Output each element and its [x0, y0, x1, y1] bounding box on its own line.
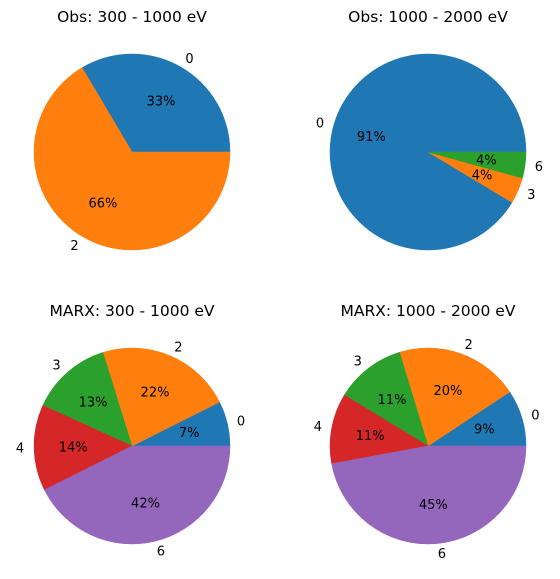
slice-percent-label: 7% — [179, 426, 200, 441]
pie-panel-marx-1000-2000: MARX: 1000 - 2000 eV 0 9% 2 20% 3 11% 4 11% 6 45% — [314, 302, 540, 562]
slice-label: 0 — [316, 117, 324, 132]
slice-label: 0 — [237, 415, 245, 430]
pie-slice-2 — [399, 347, 511, 447]
slice-percent-label: 22% — [141, 385, 170, 400]
slice-percent-label: 20% — [433, 384, 462, 399]
slice-label: 0 — [531, 409, 539, 424]
slice-label: 2 — [465, 338, 473, 353]
pie-slice-0 — [81, 53, 231, 153]
pie-slice-6 — [427, 151, 527, 179]
pie-slice-6 — [44, 445, 231, 545]
pie-slice-3 — [42, 352, 133, 447]
pie-slice-4 — [33, 405, 133, 491]
pie-slice-4 — [329, 394, 429, 465]
slice-percent-label: 11% — [356, 429, 385, 444]
chart-title: MARX: 1000 - 2000 eV — [341, 302, 516, 320]
slice-percent-label: 91% — [357, 130, 386, 145]
pie-slices: 0 91% 3 4% 6 4% — [316, 53, 543, 251]
slice-percent-label: 11% — [378, 393, 407, 408]
slice-label: 2 — [70, 239, 78, 254]
slice-percent-label: 14% — [59, 441, 88, 456]
pie-slice-3 — [343, 351, 429, 447]
slice-label: 2 — [174, 340, 182, 355]
pie-panel-obs-300-1000: Obs: 300 - 1000 eV 0 33% 2 66% — [33, 8, 231, 254]
slice-label: 4 — [16, 442, 24, 457]
slice-label: 3 — [354, 354, 362, 369]
pie-slices: 0 9% 2 20% 3 11% 4 11% 6 45% — [314, 338, 540, 562]
slice-percent-label: 4% — [472, 169, 493, 184]
slice-percent-label: 4% — [476, 153, 497, 168]
pie-slices: 0 7% 2 22% 3 13% 4 14% 6 42% — [16, 340, 245, 559]
pie-slices: 0 33% 2 66% — [33, 52, 231, 254]
slice-percent-label: 33% — [147, 94, 176, 109]
slice-label: 0 — [185, 52, 193, 67]
chart-title: MARX: 300 - 1000 eV — [49, 302, 214, 320]
pie-slice-2 — [102, 347, 220, 447]
slice-label: 4 — [314, 420, 322, 435]
slice-label: 3 — [527, 188, 535, 203]
slice-percent-label: 66% — [88, 197, 117, 212]
slice-label: 6 — [535, 160, 543, 175]
slice-percent-label: 45% — [419, 498, 448, 513]
slice-percent-label: 13% — [79, 395, 108, 410]
slice-label: 3 — [52, 359, 60, 374]
pie-slice-6 — [331, 445, 527, 545]
chart-title: Obs: 300 - 1000 eV — [57, 8, 207, 26]
slice-percent-label: 9% — [474, 423, 495, 438]
slice-percent-label: 42% — [131, 497, 160, 512]
slice-label: 6 — [438, 547, 446, 562]
chart-title: Obs: 1000 - 2000 eV — [348, 8, 508, 26]
slice-label: 6 — [157, 544, 165, 559]
pie-panel-obs-1000-2000: Obs: 1000 - 2000 eV 0 91% 3 4% 6 4% — [316, 8, 543, 251]
pie-slice-2 — [33, 67, 231, 251]
pie-panel-marx-300-1000: MARX: 300 - 1000 eV 0 7% 2 22% 3 13% 4 14% 6 42% — [16, 302, 245, 559]
